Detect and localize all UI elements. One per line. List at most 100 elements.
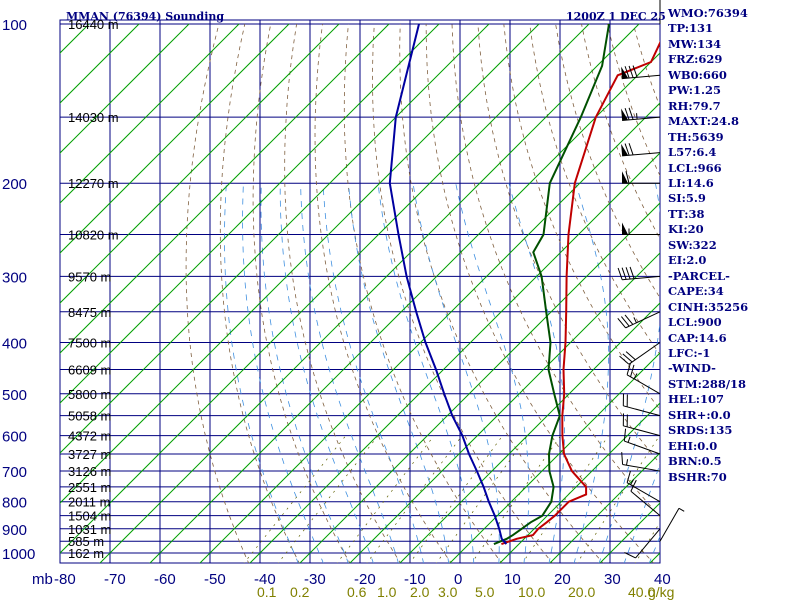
stats-panel: WMO:76394 TP:131 MW:134 FRZ:629 WB0:660 PW:1.…	[668, 6, 798, 485]
wind-barb-half-feather	[630, 479, 634, 485]
temperature-tick-label: 10	[504, 571, 521, 588]
mixing-ratio-tick-label: 0.2	[290, 584, 310, 600]
dry-adiabat	[477, 23, 660, 465]
height-label: 162 m	[68, 546, 104, 561]
moist-adiabat	[322, 183, 424, 563]
isotherm-line	[349, 252, 660, 563]
isotherm-line	[249, 152, 660, 563]
wind-barb-staff	[622, 152, 661, 157]
isotherm-line	[449, 352, 660, 563]
height-label: 5058 m	[68, 409, 111, 424]
stat-line: STM:288/18	[668, 376, 747, 391]
mixing-ratio-tick-label: 3.0	[438, 584, 458, 600]
wind-barb	[630, 479, 661, 517]
stat-line: CAPE:34	[668, 284, 724, 299]
stat-line: LFC:-1	[668, 345, 711, 360]
temperature-tick-label: -60	[154, 571, 176, 588]
wind-barb-pennant	[621, 143, 629, 156]
stat-line: WMO:76394	[668, 6, 748, 20]
stat-line: SHR+:0.0	[668, 407, 731, 422]
wind-barb-staff	[622, 116, 661, 121]
temperature-tick-label: 40	[654, 571, 671, 588]
wind-barb-pennant	[621, 108, 629, 121]
wind-barb-staff	[628, 342, 661, 365]
wind-barb-feather	[630, 479, 637, 492]
wind-barb-feather	[630, 364, 635, 377]
wind-barb-staff	[623, 405, 661, 417]
dry-adiabat	[503, 23, 660, 411]
dry-adiabat	[343, 23, 503, 563]
wind-barb	[622, 222, 660, 236]
mixing-ratio-line	[576, 435, 660, 563]
stat-line: SI:5.9	[668, 191, 706, 206]
wind-barb-staff	[622, 463, 661, 472]
wind-barb-staff	[630, 490, 661, 517]
wind-barb-feather	[624, 552, 636, 559]
isotherm-line	[60, 23, 440, 404]
title-left: MMAN (76394) Sounding	[66, 10, 224, 23]
stat-line: WB0:660	[668, 67, 727, 82]
wind-barb-pennant	[622, 171, 628, 184]
height-label: 14030 m	[68, 110, 119, 125]
dewpoint-line	[493, 23, 610, 546]
stat-line: PW:1.25	[668, 83, 722, 98]
wind-barbs	[617, 0, 685, 559]
dry-adiabat	[252, 23, 351, 563]
wind-barb-staff	[626, 374, 661, 395]
wind-barb-feather	[621, 316, 630, 327]
mixing-ratio-tick-label: 1.0	[377, 584, 397, 600]
temperature-line	[501, 40, 660, 546]
wind-barb-staff	[635, 528, 661, 559]
mixing-ratio-tick-label: 0.1	[257, 584, 277, 600]
temperature-tick-label: 30	[604, 571, 621, 588]
mixing-ratio-line	[277, 435, 379, 563]
stat-line: -WIND-	[668, 361, 716, 376]
wind-barb-feather	[623, 428, 627, 442]
wind-barb	[626, 470, 661, 503]
wind-barb-feather	[628, 65, 634, 78]
mixing-ratio-line	[366, 435, 463, 563]
temperature-tick-label: 20	[554, 571, 571, 588]
moist-adiabat	[508, 183, 565, 563]
wind-barb	[626, 362, 661, 395]
height-label: 12270 m	[68, 176, 119, 191]
moist-adiabat	[377, 183, 475, 563]
stat-line: TP:131	[668, 21, 714, 36]
wind-barb-half-feather	[633, 317, 637, 324]
wind-barb-half-feather	[636, 113, 638, 120]
stat-line: EI:2.0	[668, 253, 707, 268]
stat-line: LI:14.6	[668, 175, 714, 190]
temperature-tick-label: -70	[104, 571, 126, 588]
temperature-tick-label: -40	[254, 571, 276, 588]
wind-barb-feather	[621, 267, 627, 280]
wind-barb-staff	[659, 508, 680, 542]
isotherm-line	[199, 102, 660, 563]
stat-line: MW:134	[668, 36, 722, 51]
mixing-ratio-lines	[243, 435, 660, 563]
wind-barb	[659, 0, 661, 24]
wind-barb-feather	[625, 171, 630, 184]
temperature-tick-label: 0	[454, 571, 462, 588]
wind-barb-half-feather	[633, 373, 638, 380]
isotherm-line	[99, 23, 640, 563]
stat-line: L57:6.4	[668, 145, 717, 160]
moist-adiabat	[224, 183, 299, 563]
wind-barb-feather	[621, 452, 624, 465]
temperature-tick-label: -50	[204, 571, 226, 588]
wind-barb-pennant	[622, 222, 628, 235]
wind-barb-staff	[622, 275, 661, 281]
mixing-ratio-line	[243, 435, 347, 563]
mixing-ratio-tick-label: 20.0	[568, 584, 595, 600]
wind-barb-staff	[623, 425, 661, 437]
wind-barb-feather	[617, 267, 623, 280]
wind-barb-feather	[622, 353, 633, 363]
pressure-tick-label: 800	[2, 495, 27, 512]
height-label: 1031 m	[68, 522, 111, 537]
height-label: 9570 m	[68, 269, 111, 284]
stat-line: TH:5639	[668, 129, 724, 144]
pressure-tick-label: 900	[2, 522, 27, 539]
stat-line: TT:38	[668, 206, 705, 221]
wind-barb-feather	[624, 314, 634, 325]
height-label: 1504 m	[68, 509, 111, 524]
wind-barb	[617, 266, 661, 281]
